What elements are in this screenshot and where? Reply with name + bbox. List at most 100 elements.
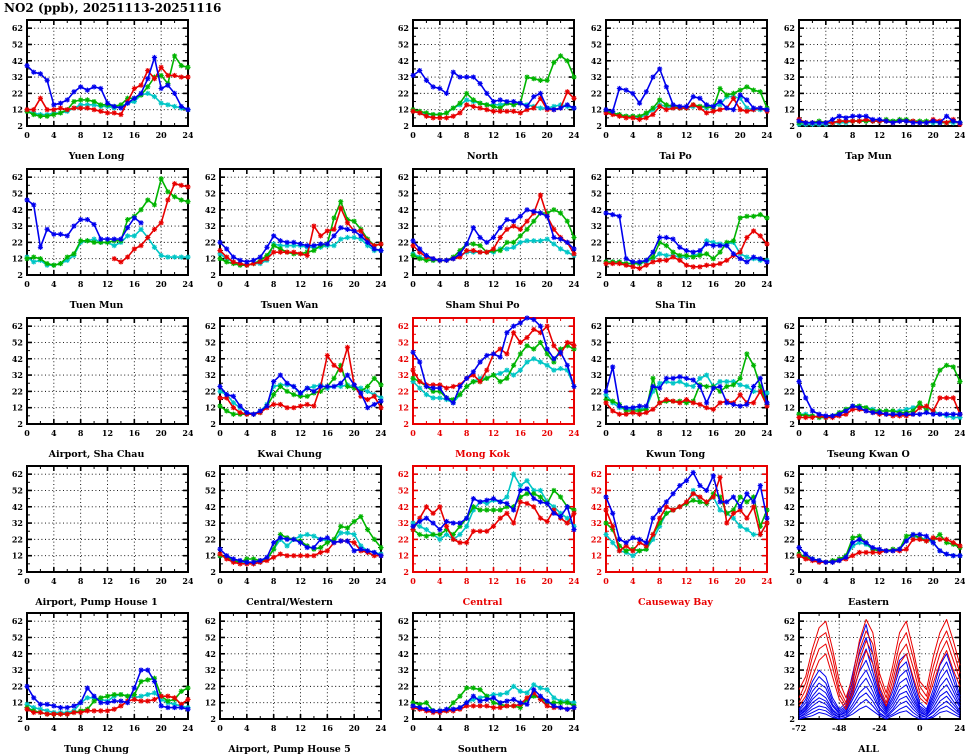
svg-text:2: 2: [403, 567, 409, 577]
chart-title: Kwun Tong: [645, 449, 706, 460]
svg-text:2: 2: [596, 121, 602, 131]
svg-text:16: 16: [515, 279, 527, 289]
svg-text:42: 42: [784, 649, 795, 659]
svg-text:16: 16: [515, 576, 527, 586]
svg-text:12: 12: [12, 254, 23, 264]
svg-text:12: 12: [591, 551, 602, 561]
svg-text:32: 32: [784, 518, 795, 528]
chart-title: Tseung Kwan O: [827, 449, 910, 460]
svg-text:20: 20: [156, 576, 168, 586]
svg-text:52: 52: [784, 485, 795, 495]
svg-text:24: 24: [375, 279, 386, 289]
svg-text:20: 20: [928, 576, 940, 586]
svg-text:8: 8: [657, 279, 663, 289]
svg-text:22: 22: [398, 237, 409, 247]
svg-text:12: 12: [874, 576, 885, 586]
svg-text:0: 0: [217, 428, 223, 438]
svg-text:8: 8: [78, 428, 84, 438]
svg-text:8: 8: [78, 576, 84, 586]
svg-text:12: 12: [874, 130, 885, 140]
chart-canvas: 0 4 8 12 16 20 24 2 12 22 32 42 52 62: [591, 168, 773, 289]
svg-text:16: 16: [322, 576, 334, 586]
svg-text:42: 42: [398, 56, 409, 66]
chart-title: Tuen Mun: [69, 300, 124, 311]
svg-text:22: 22: [784, 386, 795, 396]
svg-text:20: 20: [735, 130, 747, 140]
svg-text:22: 22: [398, 386, 409, 396]
chart-airport-sha-chau: 0 4 8 12 16 20 24 2 12 22 32 42 52 62 Airport, Sha Cha…: [0, 312, 194, 460]
svg-text:0: 0: [24, 723, 30, 733]
svg-text:0: 0: [603, 130, 609, 140]
chart-causeway-bay: 0 4 8 12 16 20 24 2 12 22 32 42 52 62 Causeway Bay: [579, 460, 773, 608]
svg-text:2: 2: [17, 419, 23, 429]
chart-airport-pump-house-1: 0 4 8 12 16 20 24 2 12 22 32 42 52 62 Airport, Pump Ho…: [0, 460, 194, 608]
svg-text:20: 20: [928, 130, 940, 140]
svg-text:4: 4: [51, 723, 57, 733]
svg-text:0: 0: [217, 723, 223, 733]
svg-text:22: 22: [784, 88, 795, 98]
svg-text:52: 52: [205, 337, 216, 347]
chart-canvas: 0 4 8 12 16 20 24 2 12 22 32 42 52 62: [398, 612, 580, 733]
svg-text:12: 12: [398, 403, 409, 413]
svg-text:32: 32: [398, 72, 409, 82]
svg-text:8: 8: [271, 428, 277, 438]
chart-kwun-tong: 0 4 8 12 16 20 24 2 12 22 32 42 52 62 Kwun Tong: [579, 312, 773, 460]
svg-text:12: 12: [205, 551, 216, 561]
svg-text:0: 0: [24, 576, 30, 586]
svg-text:42: 42: [398, 502, 409, 512]
svg-text:8: 8: [78, 723, 84, 733]
chart-canvas: 0 4 8 12 16 20 24 2 12 22 32 42 52 62: [12, 168, 194, 289]
svg-text:4: 4: [244, 279, 250, 289]
svg-text:2: 2: [210, 419, 216, 429]
svg-text:22: 22: [784, 681, 795, 691]
svg-text:12: 12: [12, 403, 23, 413]
svg-text:32: 32: [205, 370, 216, 380]
svg-text:-48: -48: [832, 723, 847, 733]
svg-text:52: 52: [591, 337, 602, 347]
svg-text:62: 62: [398, 321, 409, 331]
svg-text:22: 22: [591, 386, 602, 396]
svg-text:62: 62: [591, 172, 602, 182]
chart-mong-kok: 0 4 8 12 16 20 24 2 12 22 32 42 52 62 Mong Kok: [386, 312, 580, 460]
svg-text:16: 16: [515, 130, 527, 140]
svg-text:52: 52: [398, 632, 409, 642]
chart-title: ALL: [858, 744, 879, 755]
chart-title: Kwai Chung: [257, 449, 322, 460]
svg-text:32: 32: [205, 665, 216, 675]
chart-canvas: 0 4 8 12 16 20 24 2 12 22 32 42 52 62: [205, 465, 387, 586]
svg-text:0: 0: [796, 130, 802, 140]
svg-text:20: 20: [349, 428, 361, 438]
svg-text:4: 4: [51, 279, 57, 289]
svg-text:0: 0: [410, 279, 416, 289]
chart-canvas: -72 -48 -24 0 24 2 12 22 32 42 52 62: [784, 612, 965, 733]
svg-text:24: 24: [182, 130, 193, 140]
svg-text:2: 2: [403, 270, 409, 280]
svg-text:42: 42: [205, 502, 216, 512]
svg-text:2: 2: [210, 270, 216, 280]
svg-text:24: 24: [375, 576, 386, 586]
svg-text:62: 62: [784, 321, 795, 331]
svg-text:4: 4: [244, 428, 250, 438]
svg-text:52: 52: [205, 188, 216, 198]
svg-text:4: 4: [244, 576, 250, 586]
svg-text:2: 2: [789, 121, 795, 131]
svg-text:42: 42: [784, 502, 795, 512]
svg-text:0: 0: [24, 130, 30, 140]
svg-text:16: 16: [901, 576, 913, 586]
svg-text:0: 0: [410, 428, 416, 438]
svg-text:24: 24: [568, 428, 579, 438]
svg-text:62: 62: [398, 172, 409, 182]
svg-text:22: 22: [12, 237, 23, 247]
svg-text:52: 52: [12, 39, 23, 49]
chart-canvas: 0 4 8 12 16 20 24 2 12 22 32 42 52 62: [205, 612, 387, 733]
chart-airport-pump-house-5: 0 4 8 12 16 20 24 2 12 22 32 42 52 62 Airport, Pump Ho…: [193, 607, 387, 755]
svg-text:4: 4: [437, 130, 443, 140]
chart-tai-po: 0 4 8 12 16 20 24 2 12 22 32 42 52 62 Tai Po: [579, 14, 773, 162]
svg-text:8: 8: [464, 428, 470, 438]
svg-text:20: 20: [735, 576, 747, 586]
svg-text:62: 62: [205, 321, 216, 331]
svg-text:52: 52: [784, 337, 795, 347]
svg-text:8: 8: [464, 723, 470, 733]
svg-text:24: 24: [182, 279, 193, 289]
svg-text:12: 12: [874, 428, 885, 438]
